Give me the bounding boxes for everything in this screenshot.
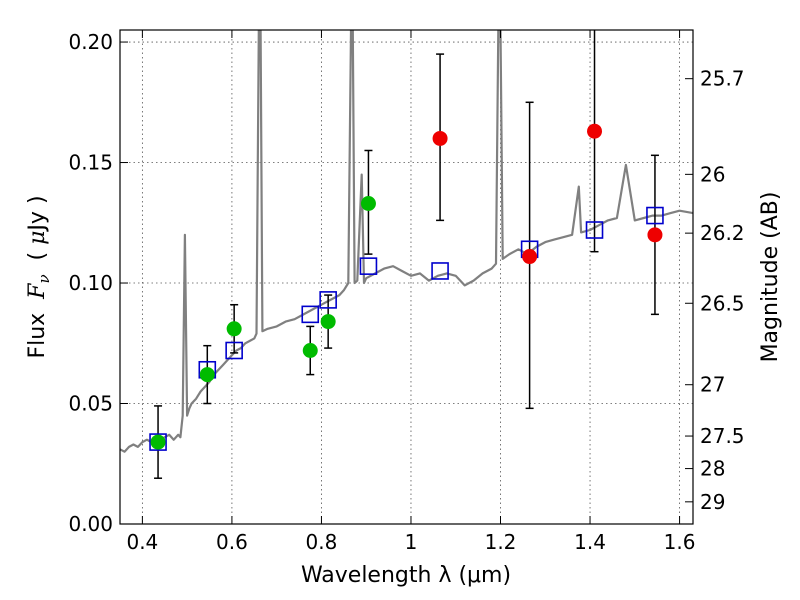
green-data-point	[320, 314, 336, 330]
x-tick-label: 0.8	[306, 530, 338, 554]
error-bars	[149, 30, 664, 479]
y-label-mu: μ	[25, 231, 50, 245]
red-data-point	[522, 249, 538, 265]
red-data-point	[432, 130, 448, 146]
plot-data	[120, 30, 693, 453]
sed-line	[120, 30, 693, 453]
red-data-point	[587, 123, 603, 139]
x-tick-label: 0.4	[126, 530, 158, 554]
green-data-point	[302, 342, 318, 358]
model-square-marker	[646, 206, 664, 225]
model-square-marker	[225, 341, 243, 360]
mag-tick-label: 27	[700, 373, 725, 397]
mag-tick-label: 27.5	[700, 424, 745, 448]
plot-frame	[119, 29, 694, 525]
x-axis-label: Wavelength λ (μm)	[301, 563, 511, 588]
green-data-point	[150, 434, 166, 450]
mag-tick-label: 26	[700, 162, 725, 186]
model-square-marker	[319, 291, 337, 309]
y-label-sub: ν	[35, 274, 53, 283]
red-data-point	[647, 227, 663, 243]
y-label-var: F	[25, 283, 50, 300]
model-square-marker	[585, 221, 604, 239]
x-tick-label: 0.6	[216, 530, 248, 554]
y-label-pre: Flux	[25, 299, 50, 359]
model-square-marker	[301, 305, 320, 324]
grid	[120, 30, 693, 525]
axis-ticks: 0.4 0.6 0.8 1 1.2 1.4 1.6 0.00 0.05 0.10 0.15 0.20 2…	[68, 30, 745, 554]
mag-tick-label: 29	[700, 490, 725, 514]
y-tick-label: 0.10	[68, 271, 113, 295]
mag-tick-label: 28	[700, 457, 725, 481]
model-square-marker	[149, 433, 167, 451]
mag-tick-label: 25.7	[700, 67, 745, 91]
y-axis-label-left: Flux Fν ( μJy )	[25, 195, 53, 358]
x-tick-label: 1.6	[664, 530, 696, 554]
x-tick-label: 1.2	[485, 530, 517, 554]
y-label-unit: Jy )	[25, 195, 50, 232]
mag-tick-label: 26.5	[700, 291, 745, 315]
green-data-point	[360, 196, 376, 212]
x-tick-label: 1	[405, 530, 418, 554]
green-data-point	[226, 321, 242, 337]
green-data-point	[199, 367, 215, 383]
y-axis-label-right: Magnitude (AB)	[758, 192, 783, 363]
model-square-marker	[359, 257, 378, 275]
model-square-marker	[431, 262, 449, 280]
x-tick-label: 1.4	[574, 530, 606, 554]
mag-tick-label: 26.2	[700, 221, 745, 245]
y-tick-label: 0.05	[68, 392, 113, 416]
y-tick-label: 0.15	[68, 151, 113, 175]
y-label-post: (	[25, 245, 50, 275]
y-tick-label: 0.20	[68, 30, 113, 54]
y-tick-label: 0.00	[68, 512, 113, 536]
